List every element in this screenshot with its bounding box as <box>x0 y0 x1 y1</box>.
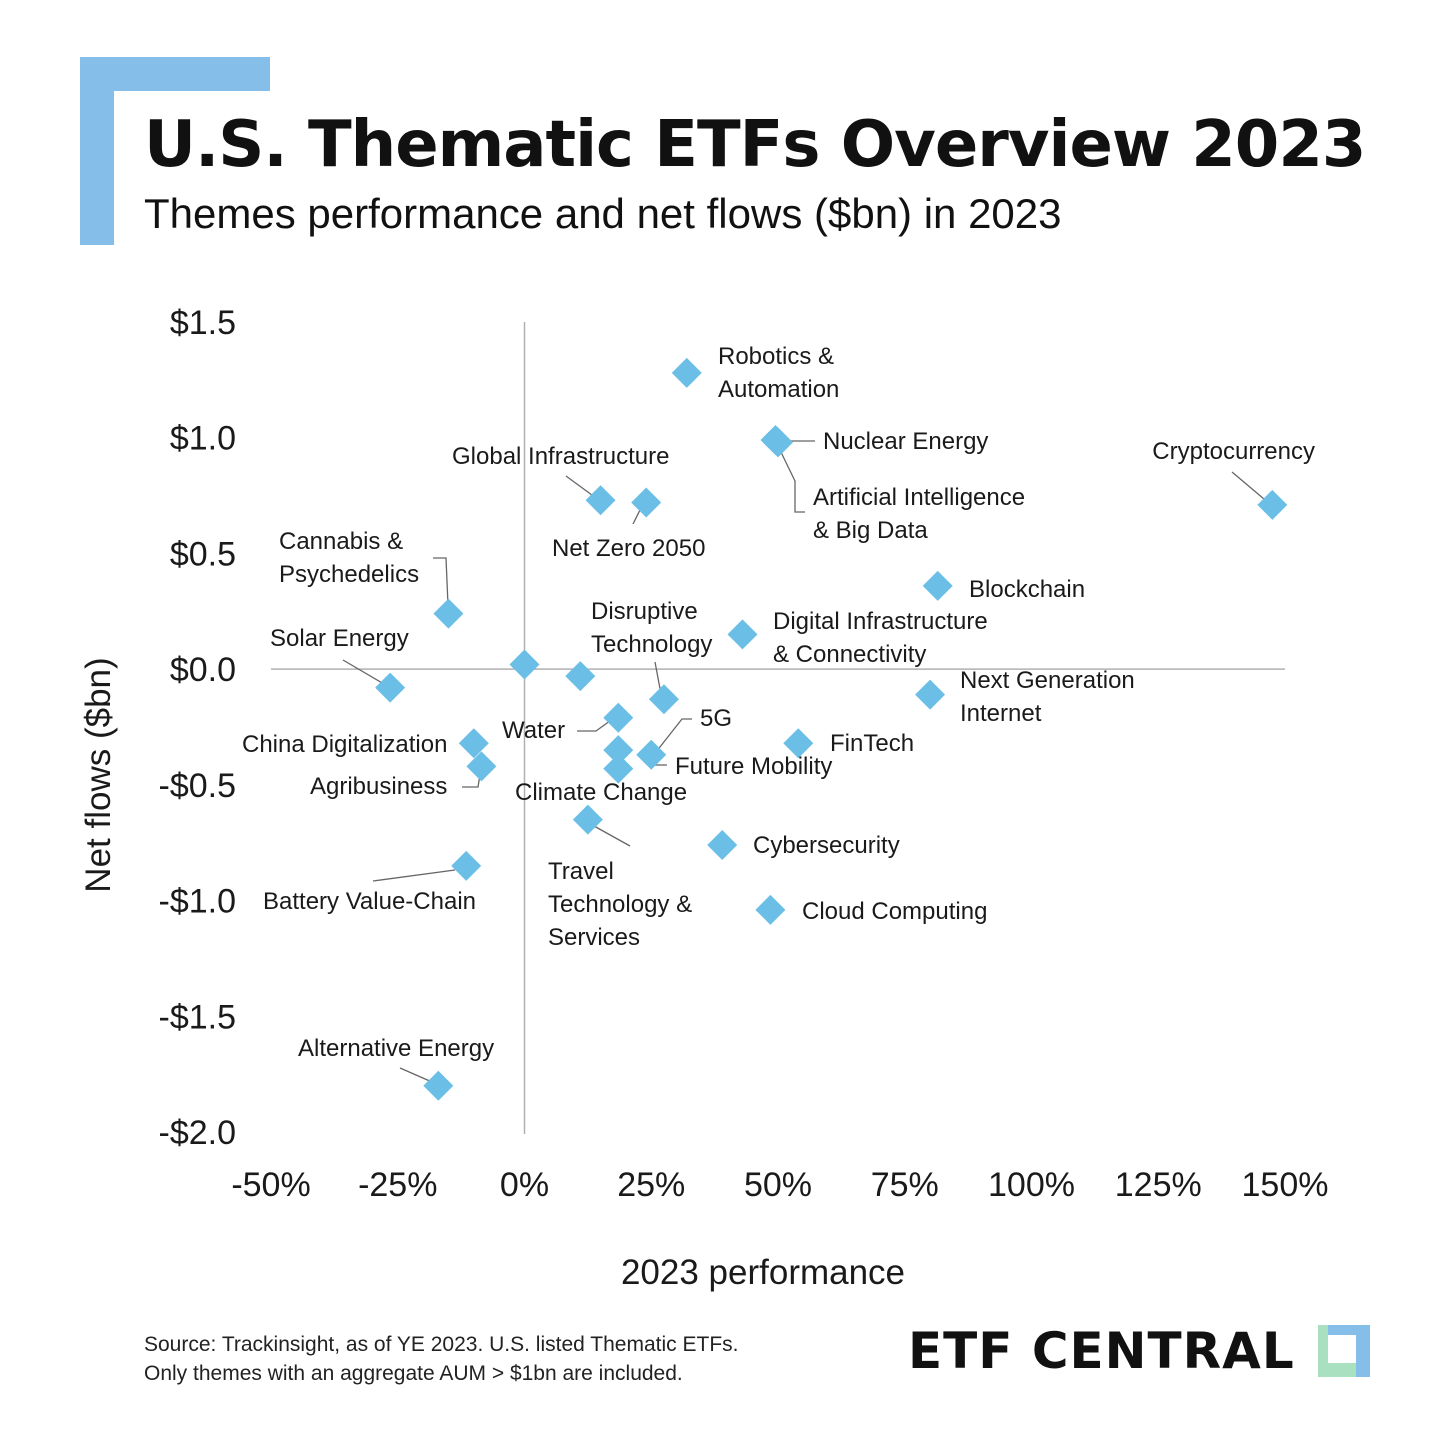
leader-line <box>565 475 597 499</box>
data-point-marker <box>433 598 464 629</box>
leader-line <box>1231 471 1265 500</box>
point-label: Cannabis & Psychedelics <box>279 528 419 588</box>
point-label: FinTech <box>830 730 914 757</box>
leader-line <box>655 718 692 753</box>
x-tick-label: 150% <box>1242 1166 1329 1204</box>
data-point-marker <box>648 684 679 715</box>
y-tick-label: $0.5 <box>170 535 236 573</box>
point-label: Alternative Energy <box>298 1035 494 1062</box>
x-tick-label: 0% <box>500 1166 549 1204</box>
y-tick-label: $1.5 <box>170 304 236 342</box>
x-axis-title: 2023 performance <box>621 1253 905 1292</box>
point-label: Robotics & Automation <box>718 343 839 403</box>
leader-line <box>342 659 385 685</box>
leader-line <box>399 1067 433 1083</box>
x-tick-label: 25% <box>617 1166 685 1204</box>
x-tick-label: 75% <box>871 1166 939 1204</box>
x-tick-label: -50% <box>231 1166 310 1204</box>
y-tick-label: -$2.0 <box>159 1114 237 1152</box>
x-tick-label: 125% <box>1115 1166 1202 1204</box>
axes: -50% -25% 0% 25% 50% 75% 100% 125% 150% $1.5 $1.0 $… <box>159 304 1329 1204</box>
data-point-marker <box>727 619 758 650</box>
data-point-marker <box>707 830 738 861</box>
point-label: Net Zero 2050 <box>552 535 705 562</box>
point-labels: Robotics & Automation Nuclear Energy Artifi… <box>242 343 1315 1062</box>
brand-logo-icon <box>1318 1325 1370 1377</box>
data-point-marker <box>458 728 489 759</box>
point-label: Solar Energy <box>270 625 409 652</box>
leader-line <box>372 869 456 882</box>
point-label: Battery Value-Chain <box>263 888 476 915</box>
data-point-marker <box>755 894 786 925</box>
source-note: Source: Trackinsight, as of YE 2023. U.S… <box>144 1330 844 1388</box>
point-label: Cryptocurrency <box>1152 438 1315 465</box>
point-label: Cloud Computing <box>802 898 987 925</box>
data-point-marker <box>565 661 596 692</box>
data-points <box>375 357 1288 1101</box>
accent-bar-left <box>80 57 114 245</box>
data-point-marker <box>1257 489 1288 520</box>
data-point-marker <box>466 751 497 782</box>
data-point-marker <box>915 679 946 710</box>
data-point-marker <box>603 735 634 766</box>
y-tick-label: -$0.5 <box>159 767 237 805</box>
point-label: Nuclear Energy <box>823 428 988 455</box>
data-point-marker <box>375 672 406 703</box>
data-point-marker <box>585 485 616 516</box>
brand-name: ETF CENTRAL <box>908 1322 1295 1380</box>
data-point-marker <box>423 1070 454 1101</box>
point-label: 5G <box>700 705 732 732</box>
x-tick-label: -25% <box>358 1166 437 1204</box>
y-tick-label: -$1.0 <box>159 883 237 921</box>
x-tick-label: 50% <box>744 1166 812 1204</box>
data-point-marker <box>603 702 634 733</box>
point-label: China Digitalization <box>242 731 447 758</box>
point-label: Future Mobility <box>675 753 832 780</box>
data-point-marker <box>631 487 662 518</box>
chart-subtitle: Themes performance and net flows ($bn) i… <box>144 190 1062 237</box>
data-point-marker <box>763 427 793 458</box>
data-point-marker <box>783 728 814 759</box>
point-label: Water <box>502 717 565 744</box>
y-tick-label: $0.0 <box>170 651 236 689</box>
leader-line <box>593 825 631 847</box>
data-point-marker <box>451 850 482 881</box>
point-label: Disruptive Technology <box>591 598 712 658</box>
point-label: Digital Infrastructure & Connectivity <box>773 608 988 668</box>
x-tick-label: 100% <box>988 1166 1075 1204</box>
point-label: Climate Change <box>515 779 687 806</box>
point-label: Travel Technology & Services <box>548 858 692 951</box>
point-label: Next Generation Internet <box>960 667 1135 727</box>
data-point-marker <box>572 804 603 835</box>
point-label: Global Infrastructure <box>452 443 669 470</box>
data-point-marker <box>636 739 667 770</box>
source-line-1: Source: Trackinsight, as of YE 2023. U.S… <box>144 1333 739 1356</box>
point-label: Blockchain <box>969 576 1085 603</box>
point-label: Cybersecurity <box>753 832 900 859</box>
data-point-marker <box>922 570 953 601</box>
data-point-marker <box>509 649 540 680</box>
source-line-2: Only themes with an aggregate AUM > $1bn… <box>144 1362 683 1385</box>
point-label: Artificial Intelligence & Big Data <box>813 484 1025 544</box>
y-axis-title: Net flows ($bn) <box>79 657 118 892</box>
data-point-marker <box>671 357 702 388</box>
y-tick-label: -$1.5 <box>159 998 237 1036</box>
data-point-marker <box>603 753 634 784</box>
leader-line <box>433 557 449 606</box>
leader-line <box>777 445 805 513</box>
y-tick-label: $1.0 <box>170 420 236 458</box>
chart-title: U.S. Thematic ETFs Overview 2023 <box>144 108 1366 182</box>
point-label: Agribusiness <box>310 773 447 800</box>
